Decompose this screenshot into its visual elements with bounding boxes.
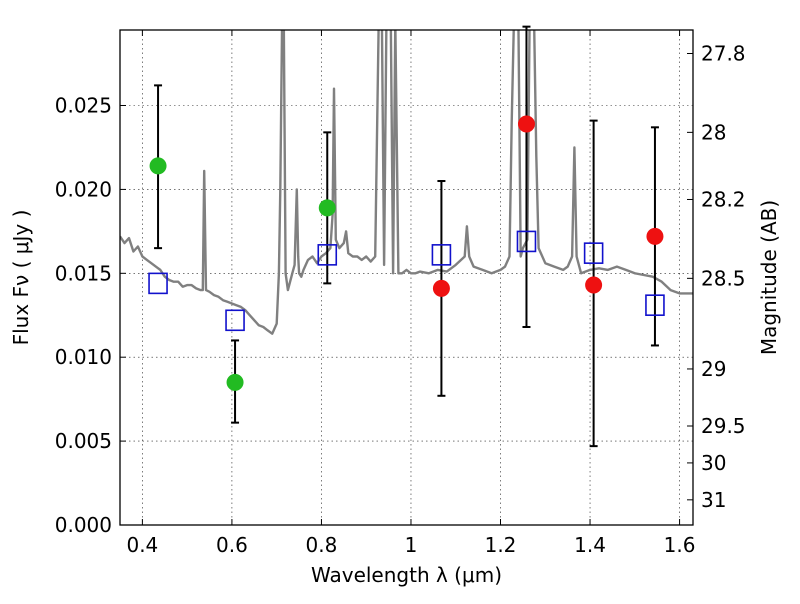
y-tick-label: 0.010 (55, 345, 112, 369)
model-photometry-square (645, 294, 665, 316)
green-data-point (318, 199, 336, 217)
right-tick-label: 29 (701, 357, 726, 381)
x-tick-label: 0.4 (126, 533, 158, 557)
right-tick-label: 27.8 (701, 41, 746, 65)
right-tick-label: 31 (701, 488, 726, 512)
tick-marks (120, 30, 693, 526)
y-axis-right-label: Magnitude (AB) (757, 200, 781, 355)
x-tick-label: 0.8 (306, 533, 338, 557)
green-data-point (149, 157, 167, 175)
red-data-point (585, 276, 603, 294)
right-tick-label: 28.2 (701, 187, 746, 211)
model-photometry-square (431, 244, 452, 266)
x-tick-label: 0.6 (216, 533, 248, 557)
x-tick-labels: 0.4 0.6 0.8 1 1.2 1.4 1.6 (126, 533, 695, 557)
green-data-point (226, 373, 244, 391)
x-tick-label: 1 (405, 533, 418, 557)
y-tick-label: 0.005 (55, 429, 112, 453)
x-axis-label: Wavelength λ (μm) (311, 563, 502, 587)
model-photometry-square (583, 242, 604, 264)
x-tick-label: 1.6 (664, 533, 696, 557)
y-axis-label: Flux Fν ( μJy ) (9, 210, 33, 346)
markers-layer (148, 115, 665, 391)
x-tick-label: 1.4 (574, 533, 606, 557)
template-spectrum-line (120, 30, 693, 335)
model-photometry-square (225, 309, 245, 332)
model-photometry-square (516, 230, 537, 253)
right-tick-label: 28 (701, 120, 726, 144)
right-tick-label: 28.5 (701, 266, 746, 290)
right-tick-label: 29.5 (701, 414, 746, 438)
y-tick-label: 0.020 (55, 177, 112, 201)
y-tick-labels: 0.000 0.005 0.010 0.015 0.020 0.025 (55, 94, 112, 537)
right-tick-labels: 27.8 28 28.2 28.5 29 29.5 30 31 (701, 41, 746, 511)
template-spectrum-layer (120, 30, 693, 335)
y-tick-label: 0.000 (55, 513, 112, 537)
red-data-point (646, 227, 664, 245)
x-tick-label: 1.2 (485, 533, 517, 557)
red-data-point (432, 279, 450, 297)
red-data-point (517, 115, 535, 133)
right-tick-label: 30 (701, 451, 726, 475)
model-photometry-square (317, 244, 338, 266)
model-photometry-square (148, 272, 168, 295)
y-tick-label: 0.025 (55, 94, 112, 118)
y-tick-label: 0.015 (55, 261, 112, 285)
plot-frame (119, 29, 694, 526)
